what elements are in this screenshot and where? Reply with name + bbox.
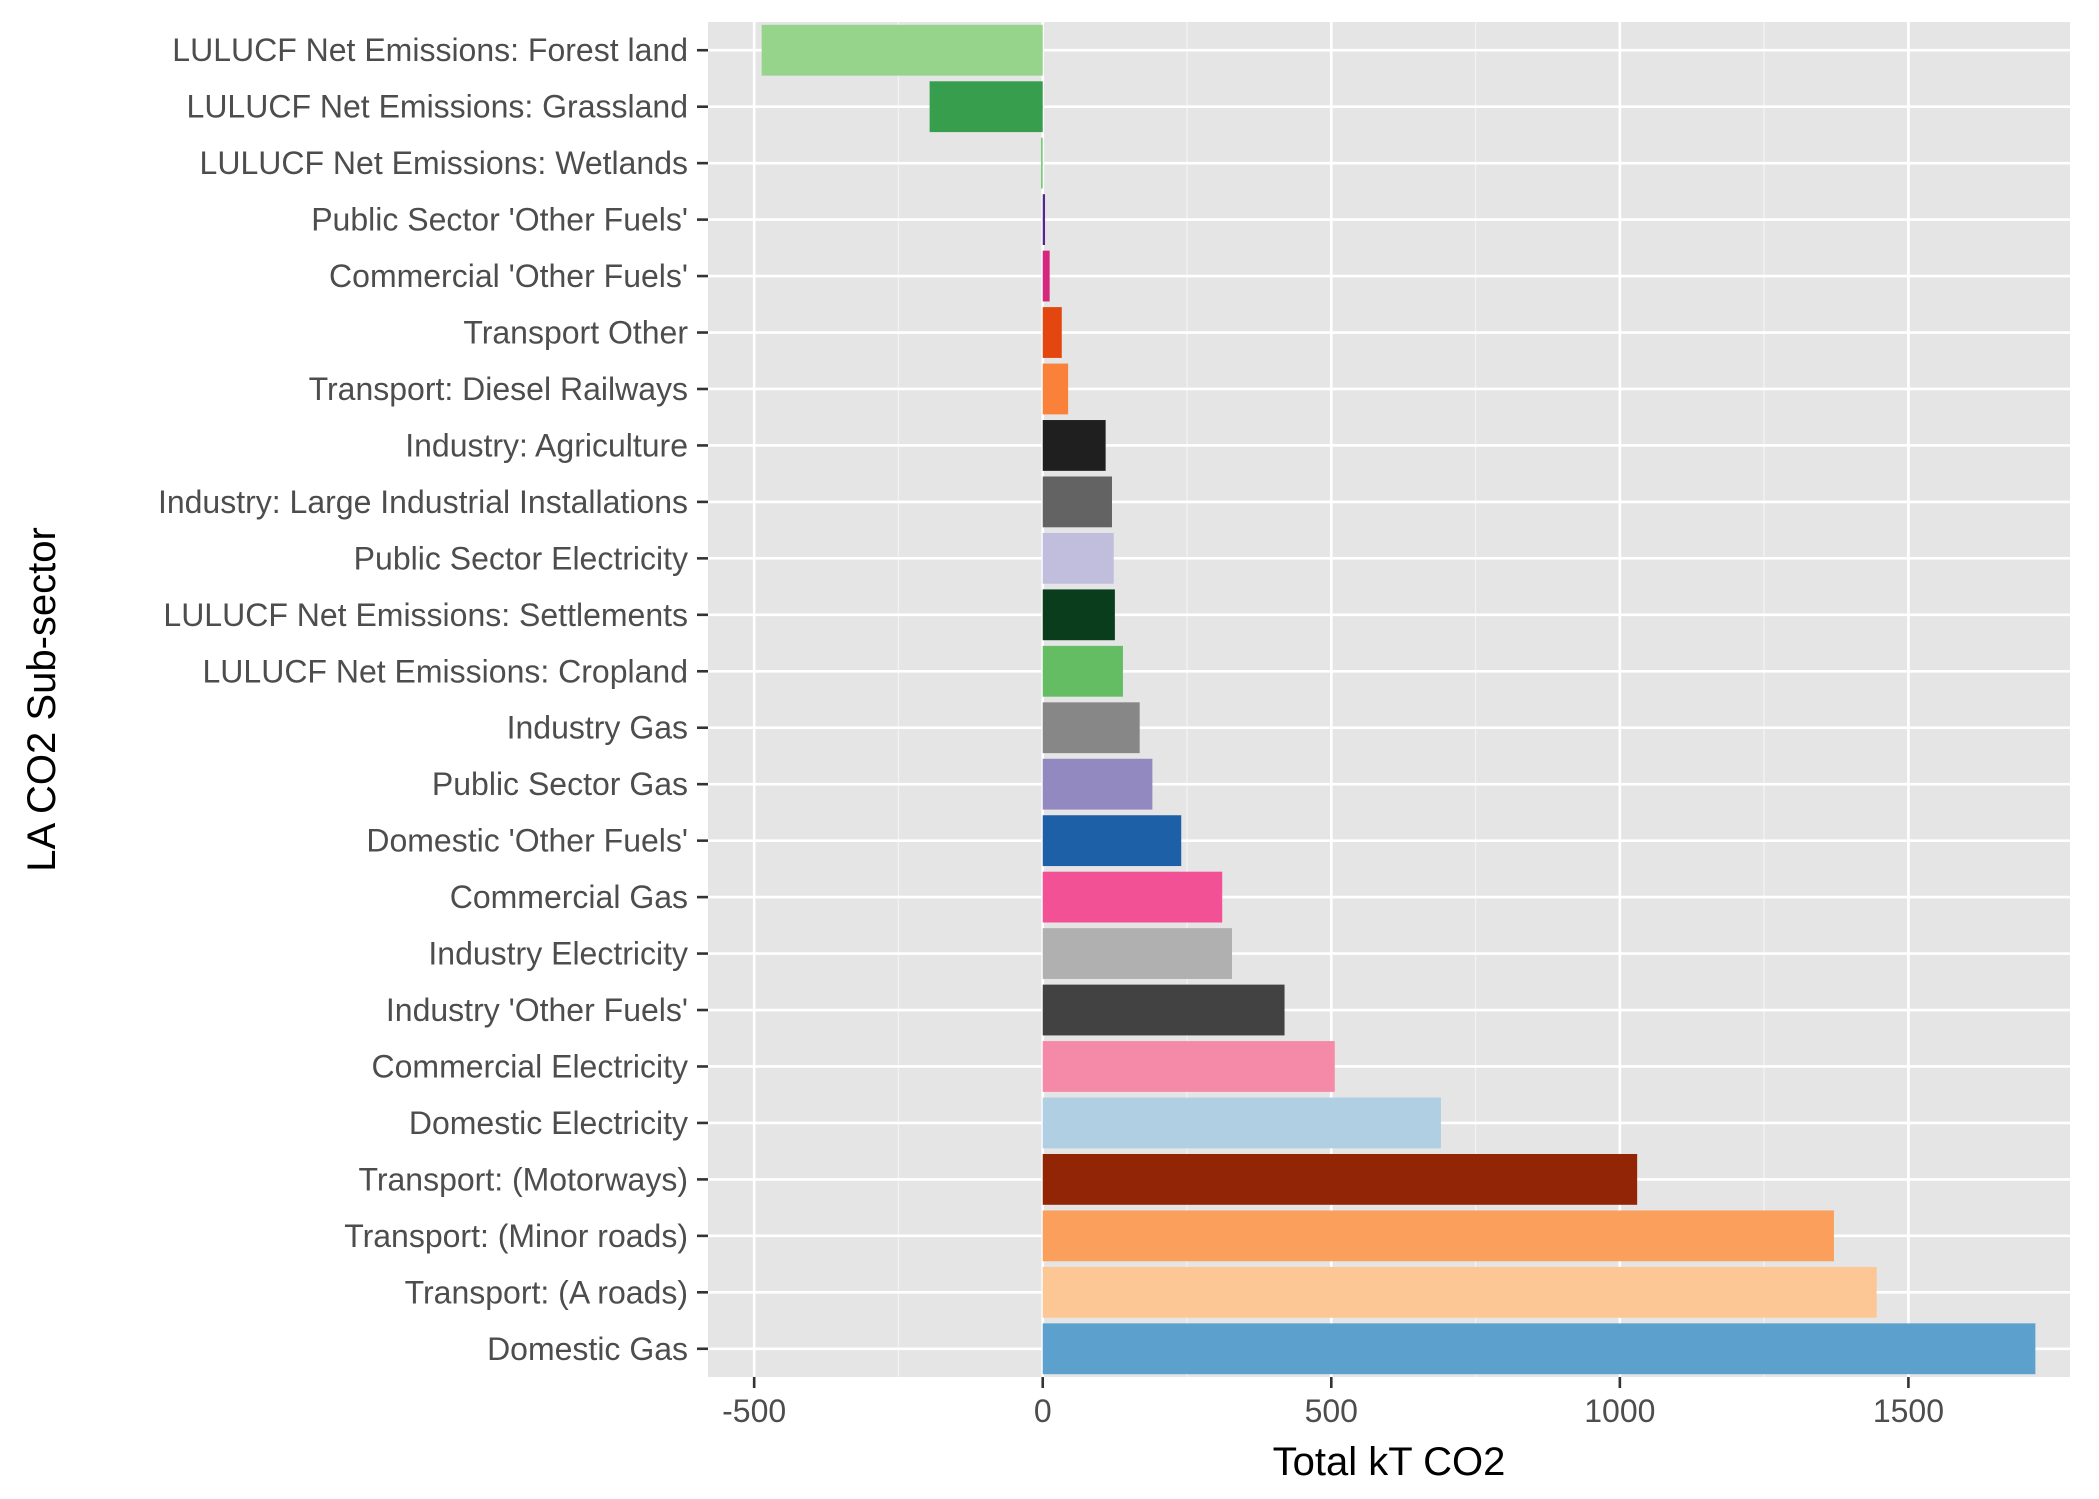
y-axis: LULUCF Net Emissions: Forest land LULUCF … xyxy=(158,32,708,1367)
bar xyxy=(1042,194,1046,246)
y-tick-label: Industry: Large Industrial Installations xyxy=(158,484,688,520)
y-tick-label: Public Sector Electricity xyxy=(354,540,688,576)
y-axis-title: LA CO2 Sub-sector xyxy=(20,527,64,872)
bar xyxy=(1040,137,1043,189)
y-tick-label: Industry: Agriculture xyxy=(405,427,688,463)
y-tick-label: Domestic 'Other Fuels' xyxy=(366,823,688,859)
y-tick-label: Industry Gas xyxy=(507,710,688,746)
y-tick-label: Public Sector 'Other Fuels' xyxy=(311,202,688,238)
x-tick-label: 1000 xyxy=(1584,1393,1655,1429)
bar xyxy=(1042,307,1062,358)
y-tick-label: LULUCF Net Emissions: Cropland xyxy=(203,653,689,689)
y-tick-label: LULUCF Net Emissions: Settlements xyxy=(163,597,688,633)
bar xyxy=(1042,928,1233,979)
grid-lines xyxy=(708,22,2070,1377)
plot-background xyxy=(708,22,2070,1377)
y-tick-label: Transport Other xyxy=(463,315,688,351)
bar xyxy=(1042,250,1050,302)
bar xyxy=(1042,815,1182,867)
bar xyxy=(1042,1266,1877,1318)
y-tick-label: Domestic Gas xyxy=(487,1331,688,1367)
y-tick-label: Transport: Diesel Railways xyxy=(309,371,688,407)
bar xyxy=(1042,645,1123,697)
y-tick-label: Commercial Gas xyxy=(450,879,688,915)
bar xyxy=(1042,420,1106,471)
bar xyxy=(1042,984,1285,1036)
bar xyxy=(1042,871,1223,923)
bar xyxy=(1042,1041,1335,1092)
bar xyxy=(929,81,1043,133)
bars xyxy=(761,24,2036,1375)
y-tick-label: LULUCF Net Emissions: Wetlands xyxy=(200,145,688,181)
bar xyxy=(1042,589,1115,641)
x-axis: -500 0 500 1000 1500 xyxy=(722,1377,1944,1429)
y-tick-label: Industry 'Other Fuels' xyxy=(386,992,688,1028)
bar xyxy=(1042,702,1140,754)
bar xyxy=(1042,1210,1834,1262)
y-tick-label: Commercial 'Other Fuels' xyxy=(329,258,688,294)
x-tick-label: 1500 xyxy=(1873,1393,1944,1429)
bar xyxy=(761,24,1043,76)
y-tick-label: Domestic Electricity xyxy=(409,1105,688,1141)
bar xyxy=(1042,1097,1441,1149)
y-tick-label: Transport: (Minor roads) xyxy=(344,1218,688,1254)
x-tick-label: -500 xyxy=(722,1393,786,1429)
y-tick-label: Public Sector Gas xyxy=(432,766,688,802)
bar xyxy=(1042,363,1069,415)
bar xyxy=(1042,1323,2036,1375)
x-tick-label: 0 xyxy=(1034,1393,1052,1429)
bar xyxy=(1042,476,1112,528)
x-tick-label: 500 xyxy=(1305,1393,1358,1429)
y-tick-label: Transport: (Motorways) xyxy=(358,1161,688,1197)
y-tick-label: LULUCF Net Emissions: Forest land xyxy=(172,32,688,68)
y-tick-label: Transport: (A roads) xyxy=(405,1274,688,1310)
y-tick-label: LULUCF Net Emissions: Grassland xyxy=(187,89,688,125)
bar xyxy=(1042,532,1114,584)
y-tick-label: Industry Electricity xyxy=(428,936,688,972)
x-axis-title: Total kT CO2 xyxy=(1273,1440,1506,1484)
bar xyxy=(1042,758,1153,810)
bar xyxy=(1042,1153,1638,1205)
y-tick-label: Commercial Electricity xyxy=(372,1048,688,1084)
